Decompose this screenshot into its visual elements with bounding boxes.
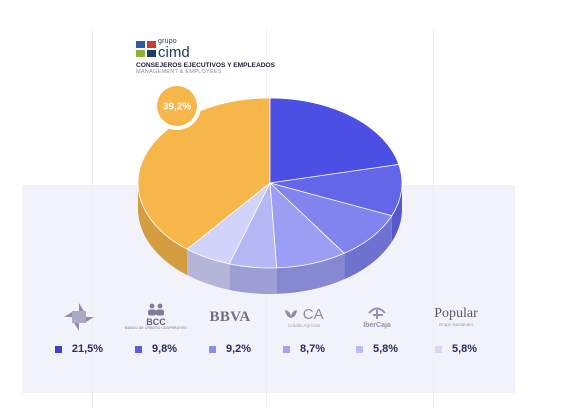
- pie-slice: [269, 164, 403, 217]
- grid-line: [92, 30, 93, 408]
- ibercaja-logo: IberCaja: [341, 300, 413, 334]
- ca-logo: CA Crédito Agrícola: [268, 300, 340, 334]
- legend-swatch: [134, 345, 142, 353]
- bbva-logo-text: BBVA: [209, 308, 251, 325]
- cimd-logo-icon: [136, 41, 157, 58]
- legend-swatch: [54, 345, 62, 353]
- legend-value: 5,8%: [372, 343, 399, 355]
- legend-value: 9,2%: [225, 343, 252, 355]
- legend-value: 8,7%: [299, 343, 326, 355]
- legend-value: 9,8%: [151, 343, 178, 355]
- pie-slice-side: [187, 249, 230, 290]
- pie-slice-side: [276, 253, 345, 294]
- ibercaja-icon: [368, 307, 386, 319]
- legend-swatch: [355, 345, 363, 353]
- shareholder-ca: CA Crédito Agrícola 8,7%: [268, 300, 340, 360]
- ceca-logo-icon: [43, 300, 115, 334]
- shareholder-ibercaja: IberCaja 5,8%: [341, 300, 413, 360]
- shareholder-bcc: BCC BANCO DE CREDITO COOPERATIVO 9,8%: [120, 300, 192, 360]
- callout-label: 39,2%: [163, 102, 191, 113]
- bcc-logo: BCC BANCO DE CREDITO COOPERATIVO: [120, 300, 192, 334]
- shareholder-ceca: 21,5%: [43, 300, 115, 360]
- legend-swatch: [282, 345, 290, 353]
- grid-line: [433, 30, 434, 408]
- ca-logo-small: Crédito Agrícola: [287, 323, 320, 328]
- logo-cimd-text: cimd: [158, 44, 190, 61]
- ibercaja-logo-text: IberCaja: [363, 321, 391, 329]
- leaf-icon: [285, 310, 298, 318]
- ca-logo-text: CA: [302, 306, 324, 323]
- callout-bubble: [157, 86, 197, 126]
- pie-slice: [269, 97, 400, 184]
- bcc-logo-small: BANCO DE CREDITO COOPERATIVO: [125, 326, 187, 331]
- shareholder-bbva: BBVA 9,2%: [194, 300, 266, 360]
- legend-swatch: [208, 345, 216, 353]
- popular-logo: Popular Grupo Santander: [420, 300, 492, 334]
- logo-grupo-text: grupo: [158, 38, 177, 45]
- pie-slice: [137, 97, 271, 250]
- pie-slice-side: [391, 183, 402, 242]
- chart-subtitle: MANAGEMENT & EMPLOYEES: [136, 69, 222, 75]
- bcc-logo-text: BCC: [146, 317, 166, 328]
- pie-slice-side: [138, 183, 188, 276]
- popular-logo-small: Grupo Santander: [438, 321, 474, 327]
- pie-slice-side: [344, 215, 392, 280]
- popular-logo-text: Popular: [434, 305, 478, 321]
- people-icon: [148, 303, 164, 316]
- pie-slice-side: [229, 263, 277, 294]
- bbva-logo: BBVA: [194, 300, 266, 334]
- shareholder-popular: Popular Grupo Santander 5,8%: [420, 300, 492, 360]
- chart-title: CONSEJEROS EJECUTIVOS Y EMPLEADOS: [136, 62, 275, 69]
- pie-slice: [186, 182, 271, 265]
- legend-value: 5,8%: [451, 343, 478, 355]
- legend-swatch: [434, 345, 442, 353]
- legend-value: 21,5%: [71, 343, 104, 355]
